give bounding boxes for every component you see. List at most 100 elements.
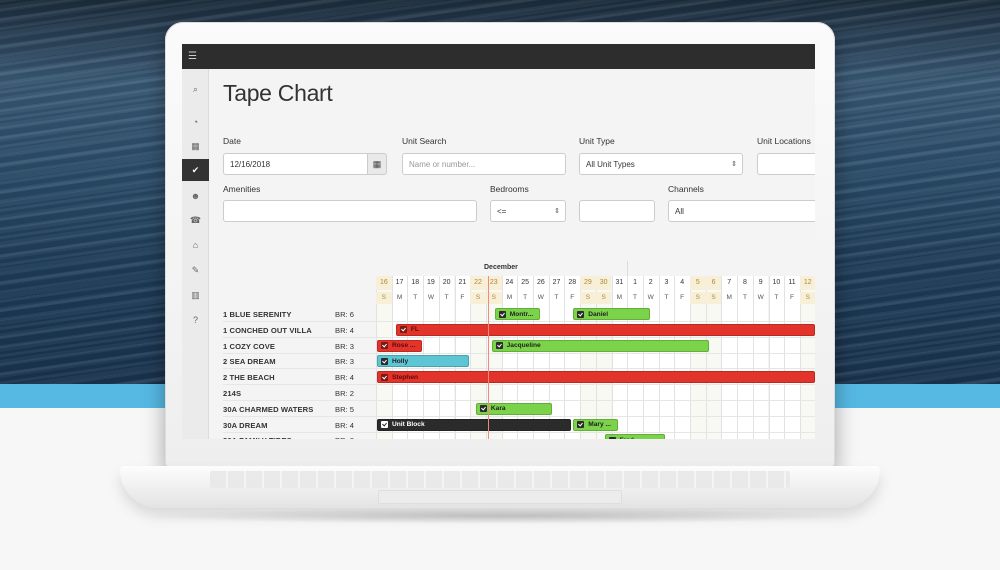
reservation-bar[interactable]: Mary ... (573, 418, 619, 431)
day-of-week: W (537, 294, 544, 301)
reservation-bar[interactable]: Jacqueline (491, 339, 710, 352)
home-icon[interactable]: ⌂ (192, 240, 199, 250)
reservation-status-icon (381, 421, 388, 429)
reservation-status-icon (381, 373, 388, 381)
reservation-bar[interactable]: Kara (475, 402, 553, 415)
unit-type-select[interactable]: All Unit Types ⇕ (579, 153, 743, 175)
month-label: December (484, 264, 518, 271)
date-field[interactable]: 12/16/2018 (223, 153, 369, 175)
day-number: 11 (788, 279, 796, 286)
day-of-week: M (726, 294, 732, 301)
help-icon[interactable]: ? (192, 315, 198, 325)
day-of-week: S (580, 292, 596, 304)
day-number: 2 (648, 279, 653, 286)
reservation-status-icon (577, 421, 585, 429)
day-column[interactable] (737, 276, 753, 439)
reservation-guest-name: FL (410, 326, 419, 334)
unit-name[interactable]: 2 SEA DREAM (223, 357, 276, 367)
unit-bedrooms: BR: 6 (335, 310, 354, 319)
day-column[interactable] (548, 276, 565, 439)
unit-block-bar[interactable]: Unit Block (377, 418, 572, 431)
unit-type-label: Unit Type (579, 136, 615, 146)
calendar-icon[interactable]: ▦ (191, 140, 200, 151)
day-number: 4 (680, 279, 685, 286)
phone-icon[interactable]: ☎ (189, 214, 202, 225)
day-of-week: S (799, 292, 815, 304)
unit-name[interactable]: 2 THE BEACH (223, 373, 275, 383)
day-number: 19 (427, 279, 435, 286)
reservation-status-icon (577, 310, 585, 318)
unit-name[interactable]: 30A DREAM (223, 420, 268, 430)
day-of-week: T (554, 294, 559, 301)
day-number: 24 (505, 279, 514, 286)
channels-select[interactable]: All (668, 200, 815, 222)
unit-bedrooms: BR: 4 (335, 325, 354, 335)
day-column[interactable] (721, 276, 738, 439)
day-number: 27 (552, 279, 561, 286)
day-of-week: W (757, 294, 764, 301)
day-number: 31 (615, 279, 624, 286)
reservation-guest-name: Unit Block (392, 421, 425, 429)
calendar-picker-icon[interactable]: ▦ (367, 153, 387, 175)
day-column[interactable] (470, 276, 486, 439)
unit-locations-select[interactable] (757, 153, 815, 175)
channels-label: Channels (668, 184, 704, 194)
day-of-week: F (570, 294, 575, 301)
day-of-week: T (664, 294, 669, 301)
amenities-label: Amenities (223, 184, 261, 194)
day-of-week: S (690, 292, 706, 304)
day-of-week: S (470, 292, 486, 304)
dashboard-icon[interactable]: ◔ (192, 117, 199, 127)
unit-name[interactable]: 214S (223, 389, 242, 398)
main-content: Tape Chart Date 12/16/2018 ▦ Unit Search… (209, 69, 815, 439)
bedrooms-count-input[interactable] (579, 200, 655, 222)
unit-name[interactable]: 30A FAMILY TIDES (223, 436, 292, 439)
day-of-week: W (427, 294, 434, 301)
unit-name[interactable]: 30A CHARMED WATERS (223, 404, 314, 414)
day-of-week: S (595, 292, 612, 304)
day-of-week: T (742, 294, 747, 301)
day-column[interactable] (674, 276, 690, 439)
unit-bedrooms: BR: 5 (335, 404, 354, 414)
day-column[interactable] (768, 276, 785, 439)
day-column[interactable] (752, 276, 769, 439)
reservation-bar[interactable]: Montr... (494, 308, 540, 320)
day-column[interactable] (705, 276, 722, 439)
row-divider (223, 368, 815, 370)
reservation-bar[interactable]: Stephen (377, 371, 815, 384)
check-circle-icon[interactable]: ✔ (182, 159, 214, 181)
search-icon[interactable]: ⌕ (192, 83, 199, 94)
users-icon[interactable]: ☻ (190, 191, 201, 201)
wrench-icon[interactable]: ✎ (191, 264, 200, 275)
day-column[interactable] (799, 276, 815, 439)
bedrooms-operator-select[interactable]: <= ⇕ (490, 200, 566, 222)
laptop-shadow (140, 508, 860, 524)
row-divider (223, 321, 815, 322)
reservation-bar[interactable]: Daniel (573, 308, 650, 320)
unit-name[interactable]: 1 CONCHED OUT VILLA (223, 325, 312, 335)
unit-name[interactable]: 1 BLUE SERENITY (223, 310, 292, 319)
day-column[interactable] (658, 276, 675, 439)
reservation-status-icon (608, 436, 616, 439)
menu-icon[interactable]: ☰ (188, 51, 197, 62)
day-column[interactable] (784, 276, 800, 439)
laptop-touchpad (378, 490, 622, 504)
reservation-guest-name: Daniel (588, 310, 609, 318)
day-of-week: T (633, 294, 638, 301)
reservation-bar[interactable]: Holly (377, 355, 470, 368)
day-number: 26 (536, 279, 545, 286)
chart-icon[interactable]: ▥ (191, 289, 200, 300)
today-marker-line (487, 276, 489, 439)
day-column[interactable] (690, 276, 706, 439)
unit-bedrooms: BR: 4 (335, 420, 354, 430)
laptop-keyboard (210, 471, 790, 488)
amenities-input[interactable] (223, 200, 477, 222)
reservation-bar[interactable]: Fred (604, 434, 666, 439)
reservation-bar[interactable]: FL (395, 323, 815, 336)
row-divider (223, 336, 815, 338)
reservation-bar[interactable]: Rose ... (377, 339, 423, 352)
day-of-week: M (616, 294, 623, 301)
unit-search-input[interactable]: Name or number... (402, 153, 566, 175)
unit-name[interactable]: 1 COZY COVE (223, 341, 276, 351)
reservation-guest-name: Jacqueline (506, 342, 541, 350)
